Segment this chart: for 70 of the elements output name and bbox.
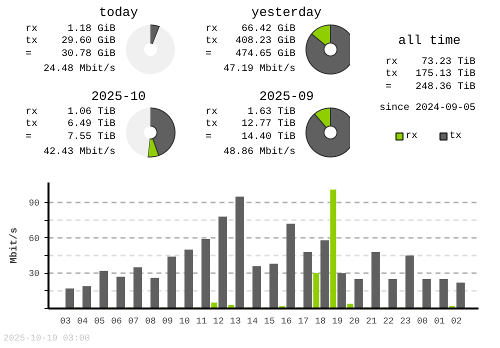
- text: 30.78 GiB: [61, 48, 116, 60]
- text: =: [386, 82, 392, 93]
- text: 474.65 GiB: [235, 48, 296, 60]
- text: 42.43 Mbit/s: [43, 146, 116, 158]
- y-tick-label: 30: [28, 269, 40, 280]
- legend-label: tx: [450, 131, 462, 142]
- x-tick-label: 04: [77, 316, 88, 326]
- x-tick-label: 22: [383, 316, 394, 326]
- x-tick-label: 13: [230, 316, 241, 326]
- x-tick-label: 15: [264, 316, 275, 326]
- text: rx: [206, 24, 218, 35]
- text: 408.23 GiB: [235, 35, 296, 47]
- x-tick-label: 21: [366, 316, 377, 326]
- x-tick-label: 08: [145, 316, 156, 326]
- x-tick-label: 00: [417, 316, 428, 326]
- text: tx: [206, 36, 218, 47]
- text: 73.23 TiB: [421, 56, 476, 68]
- text: tx: [386, 69, 398, 80]
- x-tick-label: 11: [196, 316, 207, 326]
- text: 29.60 GiB: [61, 35, 116, 47]
- text: 48.86 Mbit/s: [223, 146, 296, 158]
- x-tick-label: 19: [332, 316, 343, 326]
- legend-label: rx: [406, 131, 418, 142]
- chart-title: 2025-10: [91, 89, 146, 104]
- text: rx: [206, 107, 218, 118]
- text: 1.06 TiB: [67, 106, 116, 118]
- text: 175.13 TiB: [415, 68, 476, 80]
- x-tick-label: 20: [349, 316, 360, 326]
- text: 66.42 GiB: [241, 23, 296, 35]
- chart-title: 2025-09: [259, 89, 314, 104]
- text: 7.55 TiB: [67, 131, 116, 143]
- x-tick-label: 09: [162, 316, 173, 326]
- x-tick-label: 18: [315, 316, 326, 326]
- x-tick-label: 05: [94, 316, 105, 326]
- text: since 2024-09-05: [379, 102, 476, 114]
- x-tick-label: 03: [60, 316, 71, 326]
- x-tick-label: 02: [451, 316, 462, 326]
- x-tick-label: 06: [111, 316, 122, 326]
- text: =: [26, 49, 32, 60]
- text: 248.36 TiB: [415, 81, 476, 93]
- y-tick-label: 60: [28, 234, 40, 244]
- text: =: [206, 132, 212, 143]
- text: 1.63 TiB: [247, 106, 296, 118]
- x-tick-label: 23: [400, 316, 411, 326]
- text: all time: [398, 33, 461, 48]
- text: tx: [206, 119, 218, 130]
- x-tick-label: 12: [213, 316, 224, 326]
- y-tick-label: 90: [28, 198, 40, 209]
- chart-title: yesterday: [251, 5, 322, 20]
- x-tick-label: 17: [298, 316, 309, 326]
- x-tick-label: 14: [247, 316, 258, 326]
- y-axis-title: Mbit/s: [8, 227, 21, 264]
- text: 6.49 TiB: [67, 118, 116, 130]
- text: rx: [26, 107, 38, 118]
- text: 12.77 TiB: [241, 118, 296, 130]
- x-tick-label: 16: [281, 316, 292, 326]
- text: tx: [26, 119, 38, 130]
- text: 14.40 TiB: [241, 131, 296, 143]
- text: 24.48 Mbit/s: [43, 63, 116, 75]
- chart-title: today: [98, 5, 138, 20]
- text: =: [206, 49, 212, 60]
- text: =: [26, 132, 32, 143]
- text: 1.18 GiB: [67, 23, 116, 35]
- x-tick-label: 07: [128, 316, 139, 326]
- text: rx: [386, 57, 398, 68]
- x-tick-label: 10: [179, 316, 190, 326]
- text: tx: [26, 36, 38, 47]
- text: 47.19 Mbit/s: [223, 63, 296, 75]
- x-tick-label: 01: [434, 316, 445, 326]
- text: rx: [26, 24, 38, 35]
